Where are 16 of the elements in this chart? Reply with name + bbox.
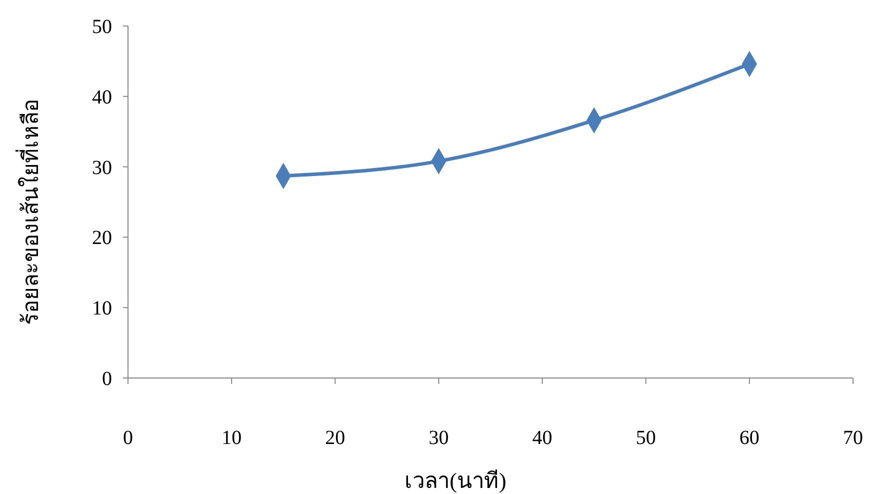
y-tick-label: 40: [92, 86, 112, 108]
x-tick-label: 70: [843, 427, 863, 449]
x-tick-label: 40: [532, 427, 552, 449]
y-axis-title: ร้อยละของเส้นใยที่เหลือ: [15, 99, 43, 325]
y-tick-label: 50: [92, 16, 112, 38]
y-tick-label: 30: [92, 156, 112, 179]
x-tick-label: 30: [428, 427, 449, 449]
x-axis-title: เวลา(นาที): [404, 468, 506, 493]
x-tick-label: 50: [636, 427, 656, 449]
x-tick-label: 10: [222, 427, 242, 449]
y-tick-label: 10: [92, 298, 112, 320]
x-tick-label: 0: [123, 427, 133, 449]
x-tick-label: 20: [325, 427, 346, 449]
y-tick-label: 20: [92, 227, 112, 250]
y-tick-label: 0: [102, 368, 112, 390]
x-tick-label: 60: [739, 427, 760, 449]
